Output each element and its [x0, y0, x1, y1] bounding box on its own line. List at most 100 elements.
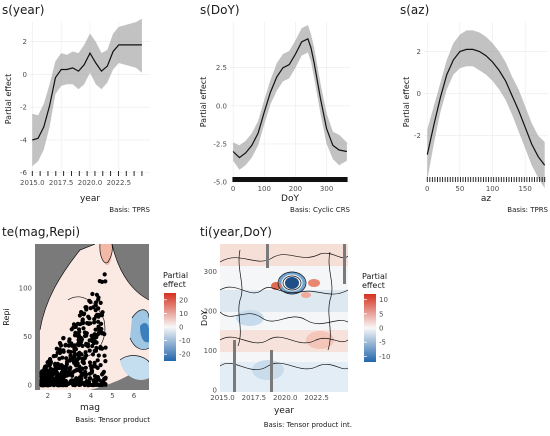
data-point	[92, 380, 97, 385]
panel-title: s(az)	[400, 3, 429, 17]
data-point	[98, 300, 103, 305]
x-tick-label: 50	[455, 185, 464, 193]
outside-data-region	[270, 350, 273, 392]
data-point	[85, 383, 90, 388]
data-point	[81, 326, 86, 331]
data-point	[89, 368, 95, 373]
data-point	[96, 319, 101, 324]
data-point	[96, 306, 101, 311]
y-tick-label: -4	[20, 136, 28, 144]
x-tick-label: 2020.0	[273, 394, 298, 402]
colorbar-legend: Partial effect 20 10 0 -10 -20	[163, 271, 190, 361]
x-tick-labels: 0 50 100 150	[425, 185, 532, 193]
panel-s-year: s(year) -6 -4 -2 0 2 2015.0 2017.5 2020.0 2022.…	[2, 3, 151, 214]
colorbar	[364, 294, 376, 362]
data-point	[70, 380, 75, 385]
data-point	[49, 374, 54, 379]
x-tick-label: 2022.5	[304, 394, 329, 402]
y-tick-labels: 0 50 100	[19, 284, 32, 389]
data-point	[57, 374, 62, 379]
panel-title: ti(year,DoY)	[200, 225, 272, 239]
x-tick-label: 0	[425, 185, 429, 193]
data-point	[60, 355, 65, 360]
basis-caption: Basis: TPRS	[507, 206, 548, 214]
data-point	[102, 353, 107, 358]
data-point	[57, 341, 63, 346]
panel-title: s(year)	[2, 3, 44, 17]
colorbar-tick-label: -5	[379, 339, 386, 347]
y-tick-labels: -5.0 -2.5 0.0 2.5	[213, 64, 227, 186]
data-point	[93, 300, 98, 305]
y-axis-label: Partial effect	[4, 74, 13, 125]
y-tick-label: 2.5	[216, 64, 227, 72]
y-tick-label: 0	[23, 71, 27, 79]
data-point	[84, 379, 89, 384]
data-point	[74, 376, 79, 381]
data-point	[66, 349, 71, 354]
y-tick-labels: -6 -4 -2 0 2	[20, 38, 28, 177]
data-point	[92, 332, 97, 337]
panel-title: te(mag,Repi)	[2, 225, 80, 239]
y-tick-label: 0	[28, 382, 32, 390]
x-tick-label: 2017.5	[49, 179, 74, 187]
data-point	[67, 339, 72, 344]
data-point	[84, 333, 89, 338]
contour-line	[129, 337, 149, 350]
x-tick-labels: 2015.0 2017.5 2020.0 2022.5	[20, 179, 131, 187]
data-point	[76, 353, 81, 358]
data-point	[39, 374, 44, 379]
data-point	[63, 378, 68, 384]
x-tick-labels: 2015.0 2017.5 2020.0 2022.5	[210, 394, 329, 402]
data-point	[54, 371, 59, 376]
x-axis-label: year	[80, 194, 100, 204]
data-point	[64, 356, 69, 361]
data-point	[87, 316, 92, 321]
x-tick-label: 3	[67, 392, 71, 400]
negative-effect-area	[140, 323, 149, 343]
y-tick-label: 2	[23, 38, 27, 46]
surface-band	[220, 362, 348, 392]
y-tick-label: 0.0	[216, 102, 227, 110]
contour-line	[282, 275, 302, 291]
data-point	[62, 367, 67, 372]
data-point	[93, 314, 99, 319]
y-tick-label: 200	[204, 308, 217, 316]
data-point	[81, 372, 86, 377]
data-point	[87, 348, 92, 353]
data-point	[46, 378, 52, 383]
data-point	[84, 343, 89, 348]
data-point	[55, 362, 60, 367]
data-point	[73, 359, 78, 364]
positive-effect-area	[308, 279, 320, 287]
data-point	[90, 352, 96, 357]
y-tick-label: 2	[417, 48, 421, 56]
data-point	[93, 327, 98, 332]
y-tick-label: -2	[20, 104, 27, 112]
x-tick-label: 2015.0	[210, 394, 235, 402]
positive-effect-area	[301, 292, 311, 298]
confidence-band	[32, 18, 142, 167]
x-tick-label: 4	[89, 392, 94, 400]
x-axis-label: mag	[80, 403, 100, 413]
data-point	[45, 375, 50, 380]
legend-title-line: Partial	[362, 272, 387, 281]
data-point	[66, 343, 71, 348]
data-point	[76, 334, 81, 339]
data-point	[96, 295, 101, 300]
legend-title-line: effect	[163, 280, 186, 289]
data-point	[80, 359, 85, 365]
contour-line	[119, 355, 149, 363]
data-point	[98, 363, 103, 368]
contour-line	[99, 244, 113, 264]
smooth-line	[426, 48, 546, 166]
x-tick-labels: 2 3 4 5 6	[46, 392, 137, 400]
data-point	[102, 376, 107, 381]
data-point	[57, 350, 63, 356]
y-tick-label: 100	[204, 347, 217, 355]
x-axis-label: az	[481, 194, 492, 204]
data-point	[60, 375, 65, 380]
data-point	[98, 344, 103, 350]
x-tick-label: 0	[231, 185, 235, 193]
